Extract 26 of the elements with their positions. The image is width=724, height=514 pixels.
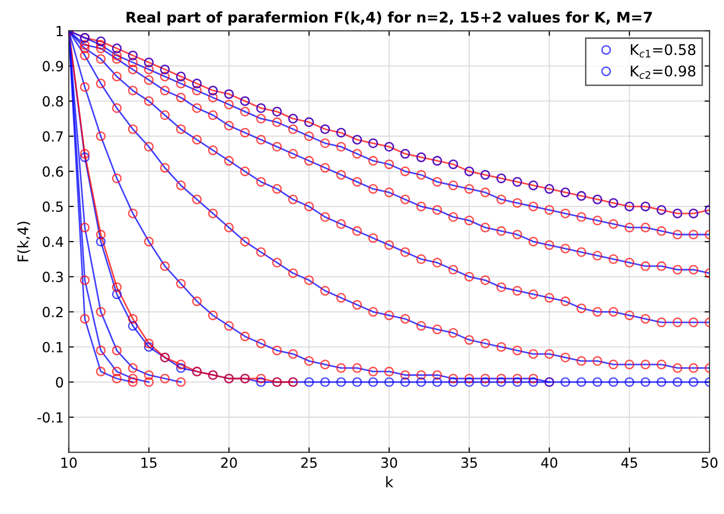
x-tick-label: 15 xyxy=(142,458,156,468)
chart-title: Real part of parafermion F(k,4) for n=2, 15+2 values for K, M=7 xyxy=(126,11,652,26)
x-tick-label: 45 xyxy=(621,458,638,468)
y-tick-label: -0.1 xyxy=(38,412,63,423)
y-axis-title: F(k,4) xyxy=(17,222,30,262)
y-tick-label: 0.2 xyxy=(42,306,63,318)
y-tick-label: 0.6 xyxy=(42,166,64,177)
x-tick-label: 40 xyxy=(541,457,558,468)
y-tick-label: 0.5 xyxy=(42,201,63,212)
x-tick-label: 25 xyxy=(301,457,317,468)
x-tick-label: 50 xyxy=(702,457,718,468)
legend-label: K$_{c1}$=0.58 xyxy=(630,44,696,58)
x-tick-label: 35 xyxy=(461,457,477,468)
y-tick-label: 0.1 xyxy=(42,342,63,352)
x-tick-label: 30 xyxy=(381,457,398,468)
y-tick-label: 0.9 xyxy=(42,60,63,72)
y-tick-label: 0.3 xyxy=(42,272,63,282)
y-tick-label: 1 xyxy=(56,26,63,36)
x-tick-label: 10 xyxy=(61,457,77,468)
x-axis-title: k xyxy=(386,476,394,488)
y-tick-label: 0.8 xyxy=(42,96,63,107)
x-tick-label: 20 xyxy=(221,457,237,468)
legend-label: K$_{c2}$=0.98 xyxy=(630,66,696,79)
y-tick-label: 0.4 xyxy=(42,236,64,248)
y-tick-label: 0.7 xyxy=(42,131,63,142)
y-tick-label: 0 xyxy=(56,377,63,388)
